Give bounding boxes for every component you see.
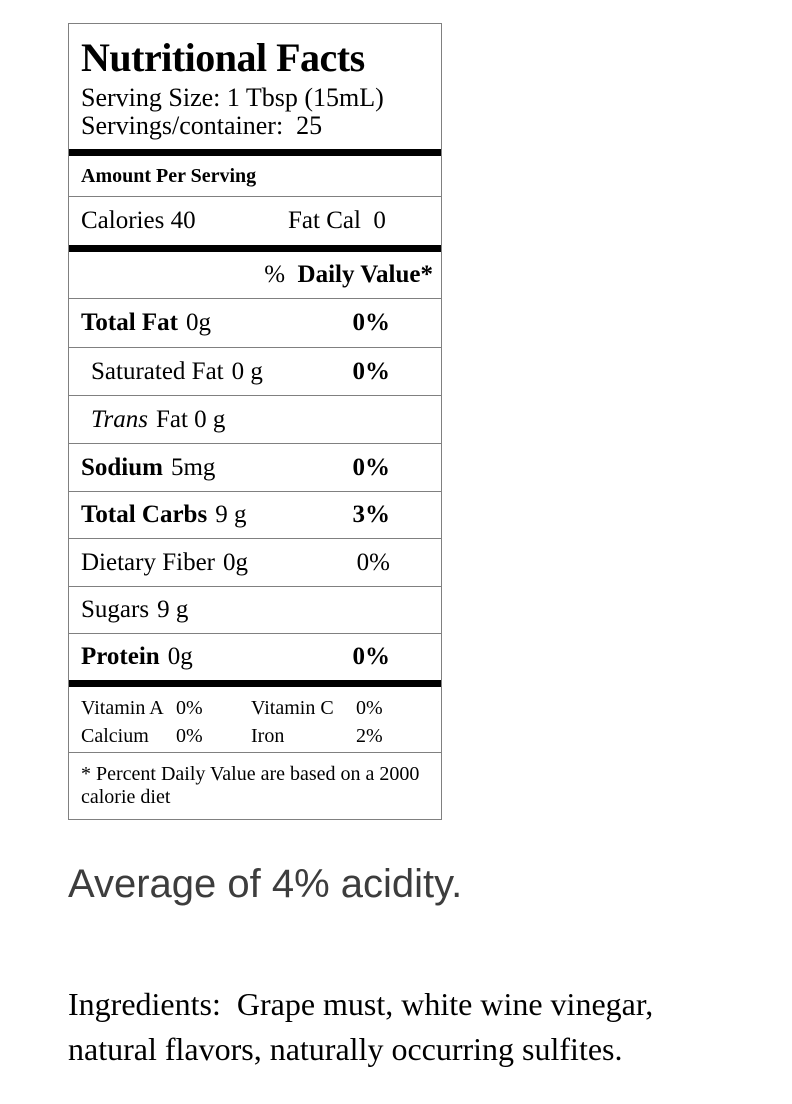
nutrient-row-trans-fat: Trans Fat 0 g bbox=[69, 396, 441, 444]
vitamin-name: Vitamin C bbox=[251, 697, 334, 719]
nutrient-name: Trans bbox=[91, 405, 148, 433]
nutrient-amount: 0g bbox=[167, 643, 193, 670]
daily-value-label: Daily Value* bbox=[297, 261, 433, 288]
nutrient-amount: 9 g bbox=[215, 501, 247, 528]
daily-value-footnote: * Percent Daily Value are based on a 200… bbox=[81, 763, 420, 808]
label-header: Nutritional Facts Serving Size: 1 Tbsp (… bbox=[69, 24, 441, 149]
fat-cal-value: Fat Cal 0 bbox=[288, 207, 386, 234]
vitamin-name: Iron bbox=[251, 725, 285, 747]
nutrient-row-sodium: Sodium 5mg 0% bbox=[69, 444, 441, 492]
daily-value-header: % Daily Value* bbox=[69, 252, 441, 299]
vitamin-value: 0% bbox=[176, 697, 203, 719]
nutrient-amount: 5mg bbox=[170, 453, 216, 481]
nutrient-amount: Fat 0 g bbox=[155, 405, 226, 433]
ingredients-text: Ingredients: Grape must, white wine vine… bbox=[68, 986, 662, 1067]
nutrient-row-total-fat: Total Fat 0g 0% bbox=[69, 299, 441, 348]
vitamin-value: 2% bbox=[356, 725, 383, 747]
nutrient-row-saturated-fat: Saturated Fat 0 g 0% bbox=[69, 348, 441, 396]
nutrient-name: Saturated Fat bbox=[91, 357, 224, 385]
vitamin-name: Calcium bbox=[81, 725, 149, 747]
nutrient-name: Total Carbs bbox=[81, 501, 208, 528]
divider-thick-bar bbox=[69, 680, 441, 687]
nutrient-dv: 3% bbox=[352, 501, 391, 528]
divider-thick-bar bbox=[69, 245, 441, 252]
divider-thick-bar bbox=[69, 149, 441, 156]
nutrient-dv: 0% bbox=[352, 453, 391, 481]
nutrition-label: Nutritional Facts Serving Size: 1 Tbsp (… bbox=[68, 23, 442, 820]
amount-per-serving-label: Amount Per Serving bbox=[81, 164, 257, 187]
nutrient-dv: 0% bbox=[352, 309, 391, 336]
nutrient-dv: 0% bbox=[352, 357, 391, 385]
vitamin-name: Vitamin A bbox=[81, 697, 164, 719]
nutrient-name: Sugars bbox=[81, 596, 150, 623]
calories-value: Calories 40 bbox=[81, 207, 196, 234]
nutrient-amount: 0g bbox=[186, 309, 211, 336]
nutrient-amount: 9 g bbox=[157, 596, 189, 623]
serving-size: Serving Size: 1 Tbsp (15mL) bbox=[81, 83, 384, 112]
vitamin-value: 0% bbox=[176, 725, 203, 747]
nutrient-name: Sodium bbox=[81, 453, 163, 481]
label-title: Nutritional Facts bbox=[81, 35, 365, 80]
nutrient-row-dietary-fiber: Dietary Fiber 0g 0% bbox=[69, 539, 441, 587]
nutrient-dv: 0% bbox=[352, 643, 391, 670]
nutrient-name: Protein bbox=[81, 643, 160, 670]
amount-per-serving-row: Amount Per Serving bbox=[69, 156, 441, 197]
nutrient-row-protein: Protein 0g 0% bbox=[69, 634, 441, 680]
nutrient-name: Dietary Fiber bbox=[81, 548, 215, 576]
nutrient-name: Total Fat bbox=[81, 309, 178, 336]
vitamin-value: 0% bbox=[356, 697, 383, 719]
nutrient-row-total-carbs: Total Carbs 9 g 3% bbox=[69, 492, 441, 539]
calories-row: Calories 40 Fat Cal 0 bbox=[69, 197, 441, 245]
percent-sign: % bbox=[264, 261, 298, 288]
nutrient-row-sugars: Sugars 9 g bbox=[69, 587, 441, 634]
nutrient-amount: 0g bbox=[222, 548, 248, 576]
nutrient-dv: 0% bbox=[356, 548, 390, 576]
vitamins-grid: Vitamin A 0% Vitamin C 0% Calcium 0% Iro… bbox=[69, 687, 441, 753]
acidity-note: Average of 4% acidity. bbox=[68, 862, 463, 906]
servings-per-container: Servings/container: 25 bbox=[81, 111, 323, 140]
nutrient-amount: 0 g bbox=[231, 357, 263, 385]
